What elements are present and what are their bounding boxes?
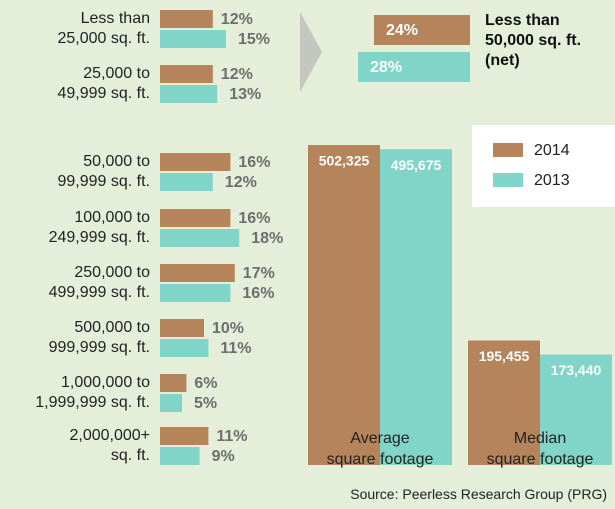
bar xyxy=(160,229,240,247)
source: Source: Peerless Research Group (PRG) xyxy=(350,486,607,502)
value-label: 495,675 xyxy=(391,157,442,173)
legend-label: 2013 xyxy=(534,172,570,189)
summary-title: Less than 50,000 sq. ft. (net) xyxy=(485,12,582,69)
value-label: 18% xyxy=(251,230,283,247)
value-label: 16% xyxy=(238,210,270,227)
bar xyxy=(160,339,209,357)
category-label: Median square footage xyxy=(486,430,594,468)
bar xyxy=(160,153,231,171)
value-label: 16% xyxy=(238,154,270,171)
category-label: 500,000 to 999,999 sq. ft. xyxy=(48,319,150,356)
legend-swatch xyxy=(493,173,523,187)
bar xyxy=(160,319,204,337)
value-label: 12% xyxy=(221,66,253,83)
category-label: 250,000 to 499,999 sq. ft. xyxy=(48,264,150,301)
bar xyxy=(160,427,209,445)
bar xyxy=(160,374,187,392)
value-label: 9% xyxy=(212,448,235,465)
legend-label: 2014 xyxy=(534,142,570,159)
bar xyxy=(468,340,540,465)
value-label: 10% xyxy=(212,320,244,337)
value-label: 502,325 xyxy=(319,153,370,169)
legend-swatch xyxy=(493,143,523,157)
bar xyxy=(160,10,213,28)
arrow xyxy=(300,12,322,92)
bar xyxy=(160,447,200,465)
category-label: 50,000 to 99,999 sq. ft. xyxy=(57,153,150,190)
bar xyxy=(380,149,452,465)
category-label: 25,000 to 49,999 sq. ft. xyxy=(57,65,150,102)
bar xyxy=(160,65,213,83)
value-label: 16% xyxy=(242,285,274,302)
bar xyxy=(160,209,231,227)
value-label: 28% xyxy=(370,59,402,76)
value-label: 12% xyxy=(221,11,253,28)
category-label: 1,000,000 to 1,999,999 sq. ft. xyxy=(35,374,150,411)
value-label: 12% xyxy=(225,174,257,191)
bar xyxy=(358,52,470,82)
value-label: 11% xyxy=(216,428,247,445)
value-label: 11% xyxy=(220,340,251,357)
bar xyxy=(160,30,226,48)
value-label: 173,440 xyxy=(551,362,602,378)
bar xyxy=(160,264,235,282)
bar xyxy=(374,15,470,45)
legend-box xyxy=(472,125,615,207)
value-label: 5% xyxy=(194,395,217,412)
value-label: 195,455 xyxy=(479,348,530,364)
bar xyxy=(160,284,231,302)
category-label: Less than 25,000 sq. ft. xyxy=(57,10,150,47)
bar xyxy=(540,354,612,465)
bar xyxy=(160,394,182,412)
value-label: 6% xyxy=(194,375,217,392)
category-label: 100,000 to 249,999 sq. ft. xyxy=(48,209,150,246)
bar xyxy=(160,173,213,191)
value-label: 24% xyxy=(386,22,418,39)
category-label: 2,000,000+ sq. ft. xyxy=(69,427,150,464)
bar xyxy=(308,145,380,465)
category-label: Average square footage xyxy=(326,430,434,468)
value-label: 17% xyxy=(243,265,275,282)
bar xyxy=(160,85,218,103)
value-label: 13% xyxy=(229,86,261,103)
value-label: 15% xyxy=(238,31,270,48)
